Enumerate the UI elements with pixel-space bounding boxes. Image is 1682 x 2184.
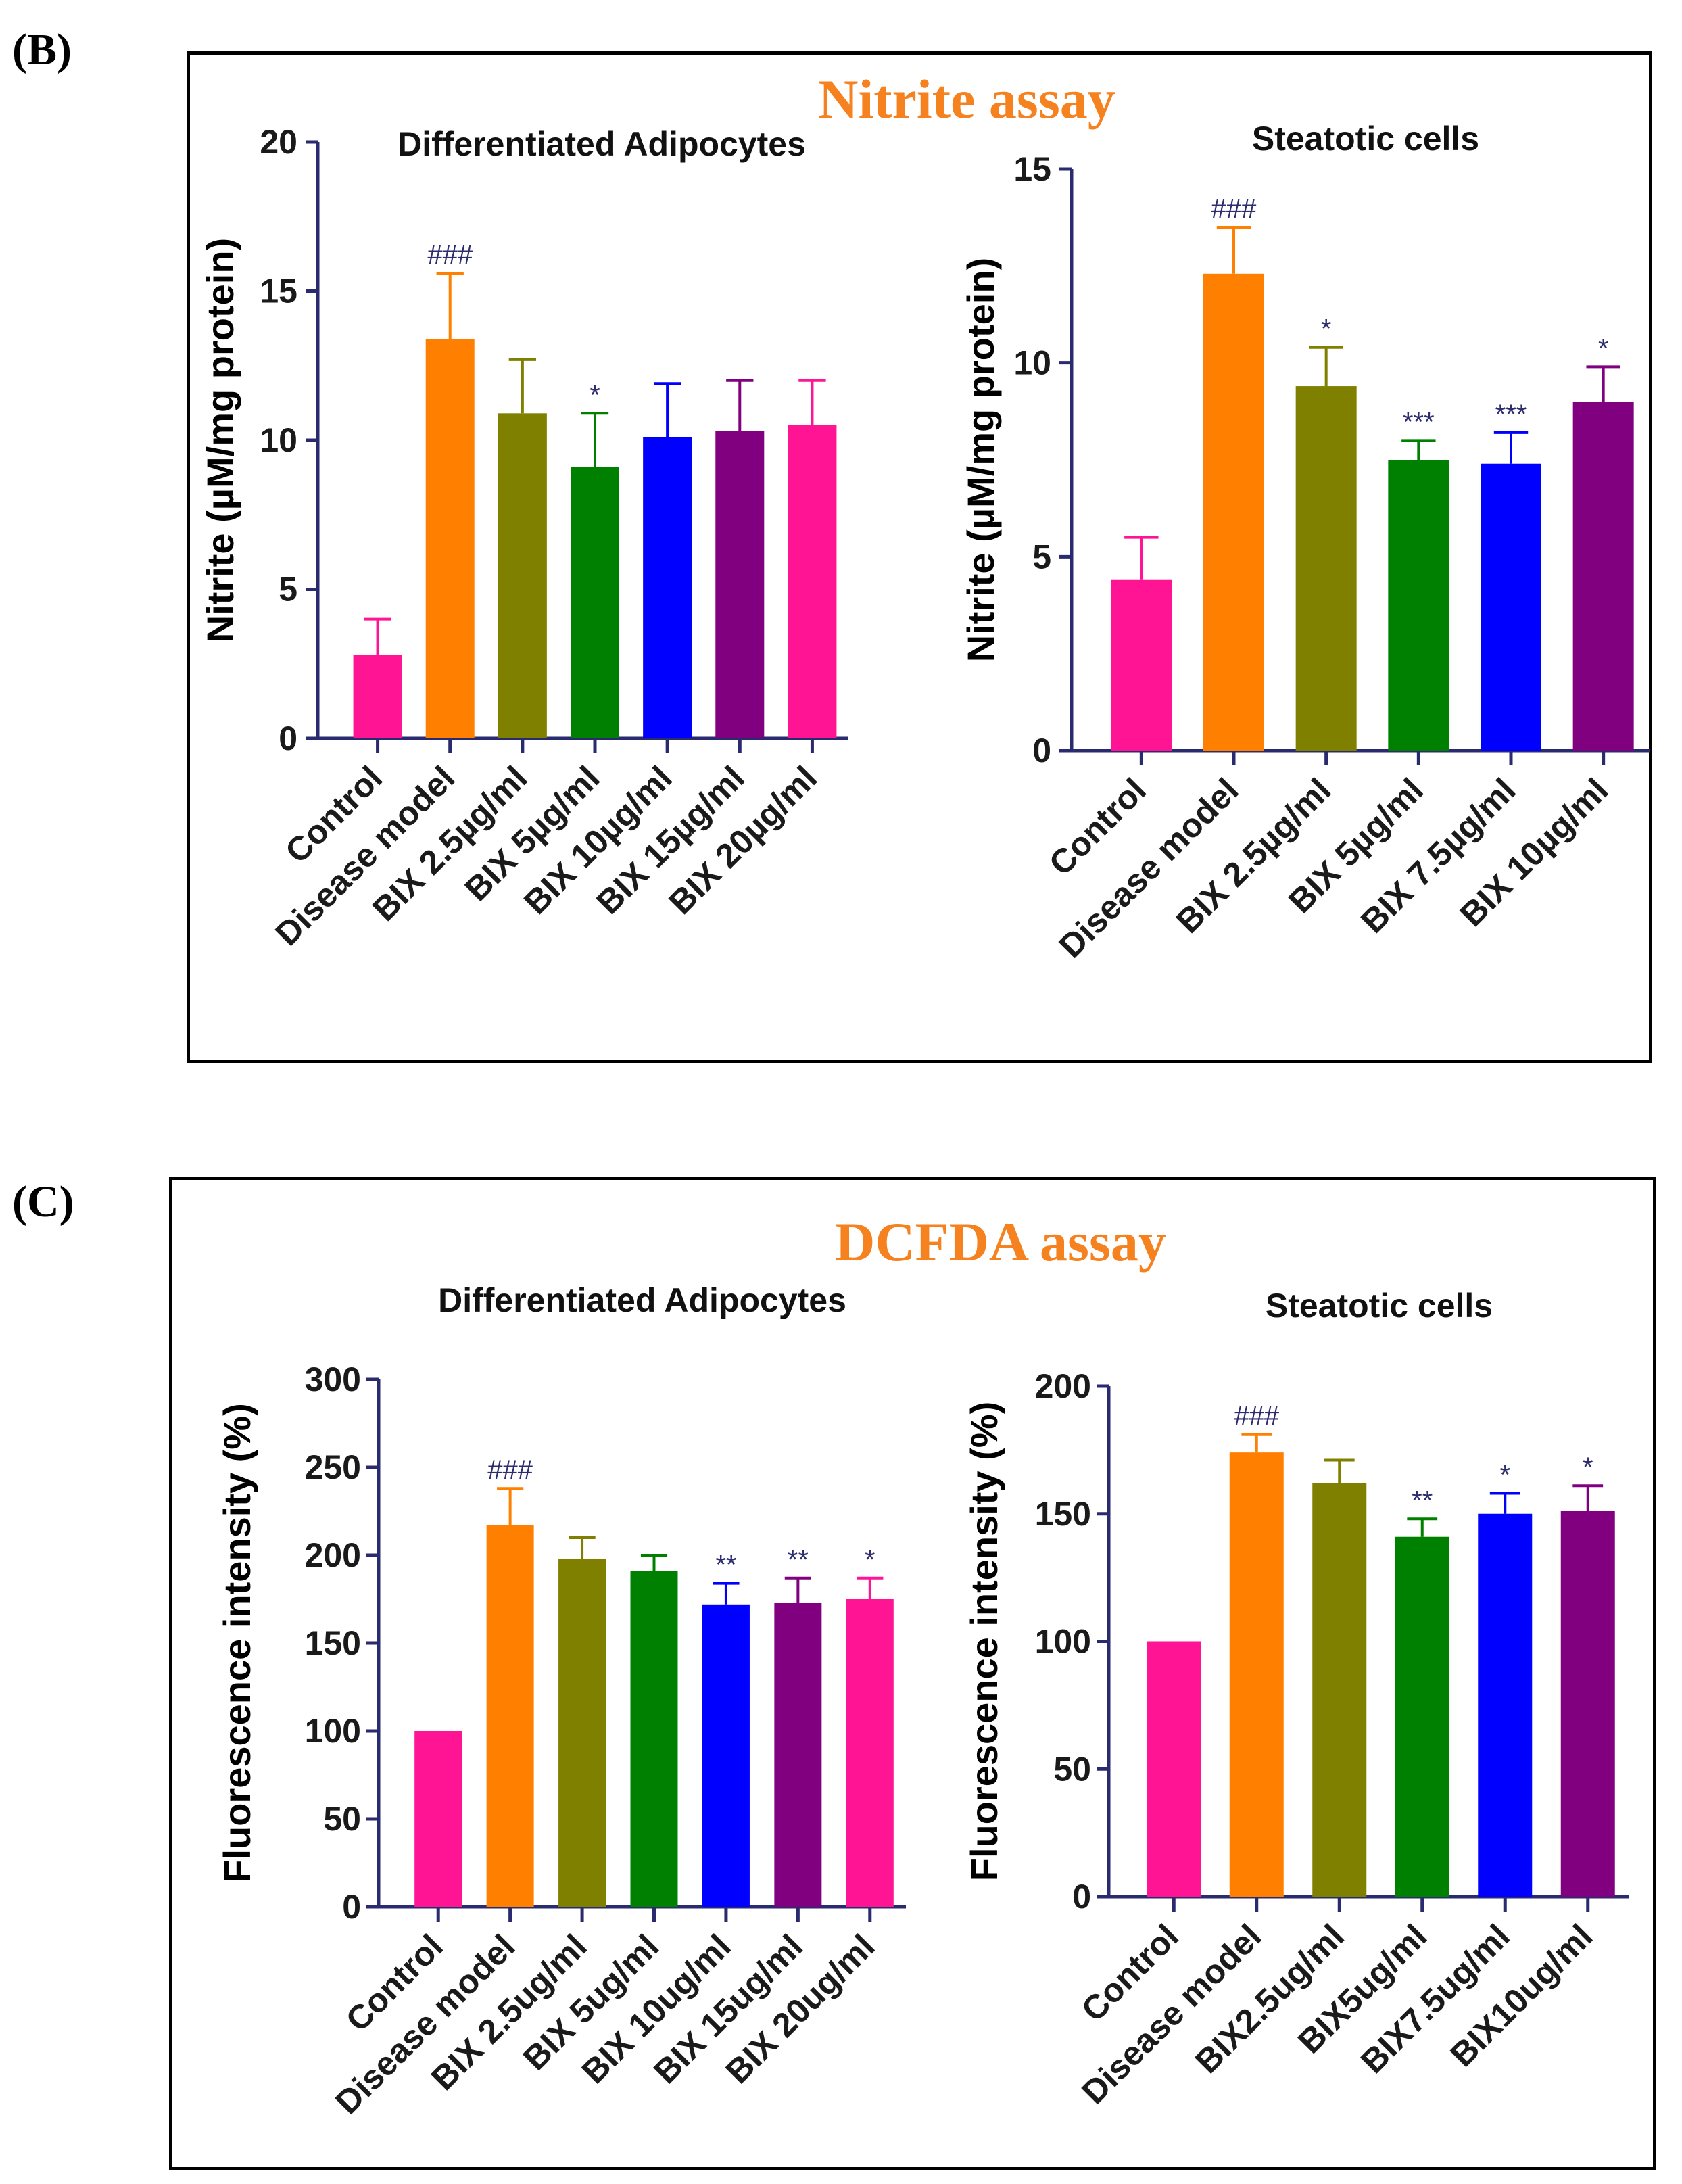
bar [643, 437, 692, 738]
y-tick-label: 50 [323, 1800, 361, 1838]
bar [486, 1525, 534, 1907]
bar [1478, 1513, 1533, 1897]
y-tick-label: 0 [342, 1888, 361, 1926]
significance-label: ### [427, 240, 473, 270]
y-tick-label: 250 [305, 1448, 361, 1486]
bar [353, 655, 402, 738]
y-tick-label: 300 [305, 1360, 361, 1398]
y-tick-label: 100 [1035, 1623, 1091, 1661]
bar [571, 467, 619, 738]
significance-label: ### [1234, 1402, 1279, 1431]
significance-label: ** [788, 1545, 809, 1575]
bar [1395, 1536, 1449, 1897]
bar [715, 431, 765, 738]
bar [425, 339, 475, 738]
y-axis-title: Fluorescence intensity (%) [216, 1403, 258, 1883]
y-tick-label: 100 [305, 1712, 361, 1750]
significance-label: ** [1412, 1486, 1433, 1515]
significance-label: * [1598, 333, 1609, 363]
bar [702, 1604, 750, 1907]
bar [1147, 1641, 1201, 1897]
significance-label: * [590, 380, 600, 410]
bar [1388, 460, 1449, 751]
significance-label: * [865, 1545, 875, 1575]
bar [1295, 386, 1357, 751]
chart-title: Steatotic cells [1252, 120, 1479, 158]
panel-letter-b: (B) [12, 25, 72, 74]
y-tick-label: 50 [1053, 1750, 1091, 1788]
y-tick-label: 200 [1035, 1367, 1091, 1405]
bar [1560, 1511, 1615, 1897]
y-tick-label: 0 [1032, 732, 1051, 769]
bar [414, 1731, 462, 1907]
panel-b-frame [187, 51, 1652, 1063]
bar [1572, 402, 1634, 751]
y-tick-label: 5 [279, 571, 297, 609]
chart-title: Differentiated Adipocytes [438, 1281, 846, 1319]
bar [1111, 579, 1172, 751]
y-axis-title: Nitrite (µM/mg protein) [959, 258, 1002, 662]
significance-label: * [1583, 1452, 1593, 1482]
y-tick-label: 0 [1072, 1878, 1091, 1916]
dcfda-assay-title: DCFDA assay [835, 1211, 1166, 1273]
y-tick-label: 10 [1013, 344, 1051, 382]
panel-letter-c: (C) [12, 1177, 74, 1227]
y-tick-label: 15 [260, 272, 297, 310]
y-tick-label: 5 [1032, 538, 1051, 575]
bar [1229, 1452, 1284, 1897]
y-axis-title: Nitrite (µM/mg protein) [199, 238, 241, 642]
y-axis-title: Fluorescence intensity (%) [963, 1402, 1005, 1882]
bar [630, 1571, 678, 1907]
y-tick-label: 150 [1035, 1495, 1091, 1533]
y-tick-label: 200 [305, 1536, 361, 1574]
nitrite-assay-title: Nitrite assay [818, 68, 1115, 130]
bar [498, 413, 547, 738]
bar [1203, 273, 1264, 751]
y-tick-label: 150 [305, 1624, 361, 1662]
bar [774, 1603, 822, 1907]
significance-label: * [1321, 314, 1332, 344]
y-tick-label: 10 [260, 421, 297, 459]
bar [1481, 463, 1541, 751]
significance-label: * [1499, 1461, 1510, 1490]
significance-label: ** [715, 1550, 736, 1580]
bar [846, 1599, 894, 1907]
chart-title: Steatotic cells [1266, 1287, 1493, 1325]
chart-title: Differentiated Adipocytes [398, 125, 806, 163]
y-tick-label: 15 [1013, 150, 1051, 188]
y-tick-label: 20 [260, 123, 297, 161]
bar [788, 425, 837, 738]
bar [1312, 1483, 1367, 1897]
panel-c-frame [169, 1177, 1656, 2170]
y-tick-label: 0 [279, 719, 297, 757]
bar [558, 1559, 606, 1907]
significance-label: ### [487, 1455, 533, 1485]
significance-label: *** [1403, 407, 1435, 437]
significance-label: ### [1211, 194, 1257, 224]
significance-label: *** [1495, 400, 1527, 429]
